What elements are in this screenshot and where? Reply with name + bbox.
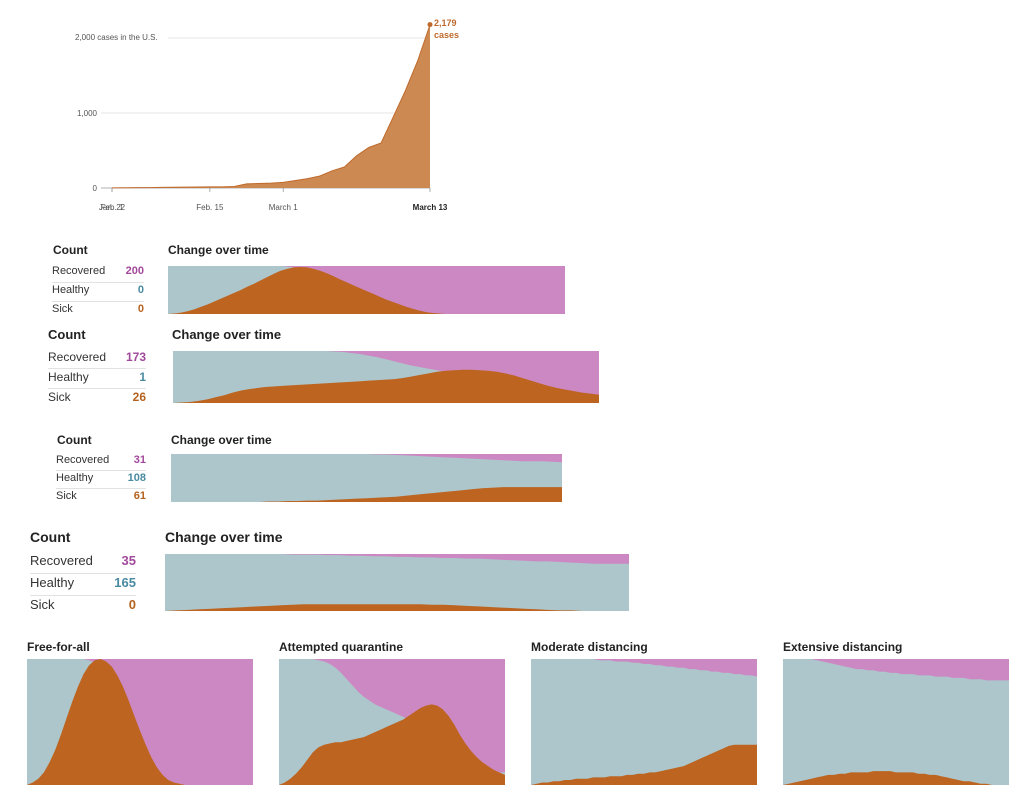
change-over-time-title: Change over time xyxy=(171,433,272,447)
sick-area xyxy=(168,267,565,314)
count-row-recovered: Recovered 35 xyxy=(30,553,136,574)
count-row-healthy: Healthy 0 xyxy=(52,284,144,302)
simulation-area-chart xyxy=(173,351,599,403)
healthy-value: 165 xyxy=(114,575,136,590)
count-header: Count xyxy=(53,243,88,257)
simulation-area-chart xyxy=(165,554,629,611)
healthy-value: 0 xyxy=(137,284,144,296)
sick-label: Sick xyxy=(30,597,55,612)
count-row-healthy: Healthy 108 xyxy=(56,472,146,489)
cases-line xyxy=(111,24,431,189)
recovered-area xyxy=(173,351,599,397)
healthy-label: Healthy xyxy=(52,284,90,296)
recovered-label: Recovered xyxy=(48,350,107,364)
simulation-panel-2: Count Change over time Recovered 173 Hea… xyxy=(0,322,620,412)
healthy-value: 1 xyxy=(139,370,146,384)
sick-area xyxy=(279,704,505,785)
recovered-area xyxy=(27,659,253,785)
count-header: Count xyxy=(48,327,86,342)
healthy-label: Healthy xyxy=(56,472,94,484)
latest-value-dot xyxy=(427,22,433,28)
simulation-area-chart xyxy=(171,454,562,502)
scenario-title: Extensive distancing xyxy=(783,640,903,654)
healthy-area xyxy=(783,659,1009,785)
healthy-label: Healthy xyxy=(30,575,75,590)
count-row-sick: Sick 61 xyxy=(56,490,146,506)
scenario-title: Attempted quarantine xyxy=(279,640,404,654)
sick-area xyxy=(173,369,599,403)
recovered-value: 35 xyxy=(121,553,136,568)
recovered-label: Recovered xyxy=(56,454,110,466)
count-header: Count xyxy=(57,433,92,447)
latest-value-label: 2,179 xyxy=(434,18,457,28)
recovered-value: 31 xyxy=(133,454,146,466)
scenario-area-chart xyxy=(783,659,1009,785)
y-axis-label: 2,000 cases in the U.S. xyxy=(75,33,158,42)
recovered-area xyxy=(783,659,1009,681)
sick-area xyxy=(531,744,757,785)
sick-value: 0 xyxy=(128,597,136,612)
scenario-extensive-distancing: Extensive distancing xyxy=(783,640,1009,790)
simulation-panel-3: Count Change over time Recovered 31 Heal… xyxy=(0,428,580,508)
sick-area xyxy=(171,487,562,502)
count-table: Recovered 173 Healthy 1 Sick 26 xyxy=(48,350,146,408)
healthy-area xyxy=(165,554,629,611)
count-row-recovered: Recovered 173 xyxy=(48,350,146,369)
recovered-label: Recovered xyxy=(30,553,93,568)
recovered-area xyxy=(168,266,565,314)
recovered-value: 173 xyxy=(125,350,146,364)
count-row-healthy: Healthy 165 xyxy=(30,575,136,596)
x-tick-label: Feb. 15 xyxy=(196,203,224,212)
healthy-value: 108 xyxy=(127,472,146,484)
recovered-label: Recovered xyxy=(52,265,106,277)
count-row-sick: Sick 0 xyxy=(30,597,136,617)
sick-area xyxy=(27,659,253,785)
y-tick-1000: 1,000 xyxy=(77,109,98,118)
recovered-area xyxy=(171,454,562,463)
y-tick-0: 0 xyxy=(93,184,98,193)
x-tick-label: March 13 xyxy=(413,203,448,212)
sick-value: 0 xyxy=(137,303,144,315)
change-over-time-title: Change over time xyxy=(165,529,283,545)
count-row-sick: Sick 26 xyxy=(48,390,146,408)
count-table: Recovered 31 Healthy 108 Sick 61 xyxy=(56,454,146,506)
cases-area xyxy=(112,24,430,188)
count-header: Count xyxy=(30,529,71,545)
change-over-time-title: Change over time xyxy=(168,243,269,257)
sick-area xyxy=(783,771,1009,785)
x-tick-label: Jan. 22 xyxy=(99,203,126,212)
recovered-area xyxy=(165,554,629,564)
recovered-area xyxy=(531,659,757,677)
sick-label: Sick xyxy=(56,490,77,502)
x-tick-label: March 1 xyxy=(269,203,298,212)
scenario-title: Free-for-all xyxy=(27,640,90,654)
simulation-panel-4: Count Change over time Recovered 35 Heal… xyxy=(0,524,640,619)
scenario-area-chart xyxy=(531,659,757,785)
count-row-recovered: Recovered 200 xyxy=(52,265,144,283)
scenario-free-for-all: Free-for-all xyxy=(27,640,253,790)
healthy-label: Healthy xyxy=(48,370,89,384)
sick-area xyxy=(165,604,629,611)
simulation-area-chart xyxy=(168,266,565,314)
count-row-sick: Sick 0 xyxy=(52,303,144,320)
scenario-moderate-distancing: Moderate distancing xyxy=(531,640,757,790)
count-row-healthy: Healthy 1 xyxy=(48,370,146,389)
simulation-panel-1: Count Change over time Recovered 200 Hea… xyxy=(0,238,600,318)
sick-label: Sick xyxy=(48,390,71,404)
count-row-recovered: Recovered 31 xyxy=(56,454,146,471)
scenario-area-chart xyxy=(27,659,253,785)
count-table: Recovered 200 Healthy 0 Sick 0 xyxy=(52,265,144,320)
sick-value: 26 xyxy=(132,390,146,404)
scenario-area-chart xyxy=(279,659,505,785)
x-tick-label: Feb. 1 xyxy=(101,203,124,212)
recovered-value: 200 xyxy=(125,265,144,277)
count-table: Recovered 35 Healthy 165 Sick 0 xyxy=(30,553,136,617)
scenario-attempted-quarantine: Attempted quarantine xyxy=(279,640,505,790)
change-over-time-title: Change over time xyxy=(172,327,282,342)
sick-value: 61 xyxy=(133,490,146,502)
scenario-title: Moderate distancing xyxy=(531,640,648,654)
us-cases-chart: 2,000 cases in the U.S. 1,000 0 Jan. 22F… xyxy=(75,18,459,212)
latest-value-unit: cases xyxy=(434,30,459,40)
sick-label: Sick xyxy=(52,303,73,315)
